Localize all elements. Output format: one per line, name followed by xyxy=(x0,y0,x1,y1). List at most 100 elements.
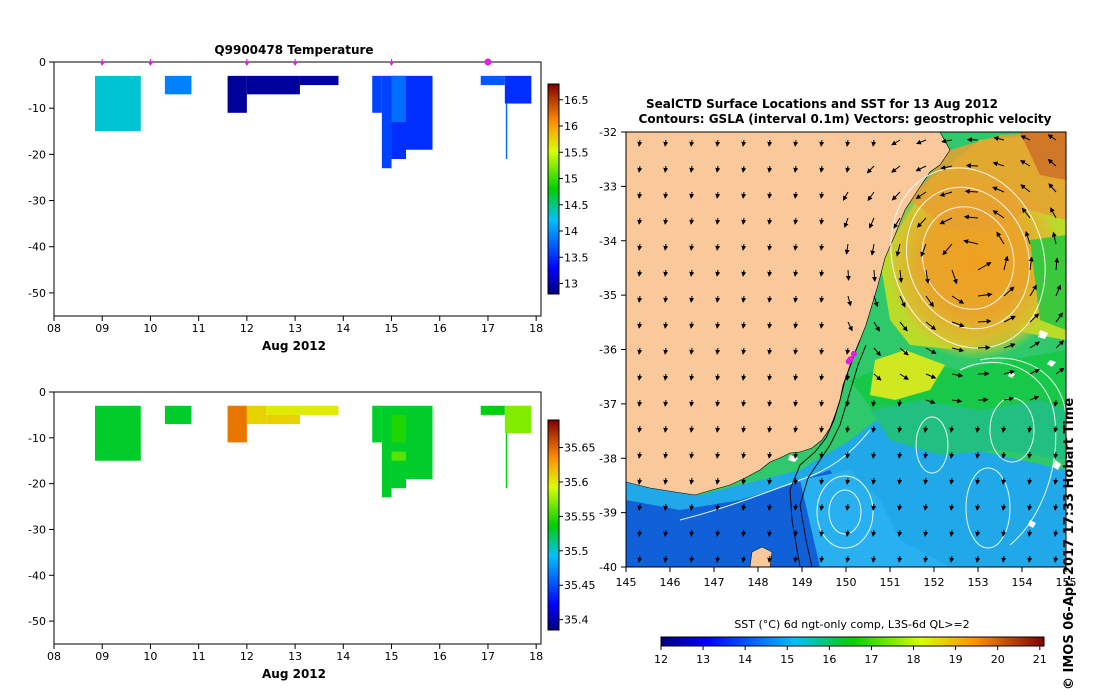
velocity-arrow xyxy=(845,451,851,459)
temperature-colorbar xyxy=(547,83,560,295)
map-y-tick-label: -39 xyxy=(599,507,617,520)
velocity-arrow xyxy=(915,139,927,145)
velocity-arrow xyxy=(689,165,695,173)
velocity-arrow xyxy=(663,321,669,329)
profile-cell xyxy=(505,103,508,159)
velocity-arrow xyxy=(715,347,721,355)
velocity-arrow xyxy=(1021,207,1031,219)
velocity-arrow xyxy=(663,399,669,407)
velocity-arrow xyxy=(1024,231,1031,245)
velocity-arrow xyxy=(663,477,669,485)
velocity-arrow xyxy=(819,269,825,277)
velocity-arrow xyxy=(1029,313,1040,323)
profile-cell xyxy=(299,75,339,86)
velocity-arrow xyxy=(715,217,721,225)
x-tick-label: 14 xyxy=(336,322,350,335)
velocity-arrow xyxy=(715,451,721,459)
velocity-arrow xyxy=(767,347,773,355)
y-tick-label: 0 xyxy=(39,56,46,69)
map-y-tick-label: -34 xyxy=(599,235,617,248)
velocity-arrow xyxy=(949,555,955,563)
velocity-arrow xyxy=(993,136,1005,141)
profile-cell xyxy=(405,405,433,480)
velocity-arrow xyxy=(689,295,695,303)
x-tick-label: 13 xyxy=(288,322,302,335)
velocity-arrow xyxy=(741,321,747,329)
velocity-arrow xyxy=(741,295,747,303)
velocity-arrow xyxy=(975,555,981,563)
y-tick-label: -20 xyxy=(28,148,46,161)
velocity-arrow xyxy=(637,347,643,355)
velocity-arrow xyxy=(1027,477,1033,485)
temperature-title: Q9900478 Temperature xyxy=(214,43,373,57)
velocity-arrow xyxy=(925,373,937,379)
profile-cell xyxy=(94,75,141,132)
velocity-arrow xyxy=(897,399,903,407)
profile-cell xyxy=(372,75,382,113)
velocity-arrow xyxy=(715,269,721,277)
velocity-arrow xyxy=(663,165,669,173)
profile-cell xyxy=(266,405,339,415)
velocity-arrow xyxy=(689,399,695,407)
map-y-tick-label: -40 xyxy=(599,561,617,574)
map-x-tick-label: 150 xyxy=(836,576,857,589)
salinity-panel: 08 09 10 11 12 13 14 15 16 17 18 0-10-20-30-40-50 … xyxy=(28,386,595,681)
velocity-arrow xyxy=(793,373,799,381)
velocity-arrow xyxy=(923,425,929,433)
profile-cell xyxy=(480,405,505,415)
velocity-arrow xyxy=(975,503,981,511)
velocity-arrow xyxy=(819,477,825,485)
velocity-arrow xyxy=(767,217,773,225)
colorbar-tick-label: 16.5 xyxy=(564,94,589,107)
profile-marker-head xyxy=(147,62,153,66)
velocity-arrow xyxy=(637,139,643,147)
salinity-colorbar-ticks: 35.65 35.6 35.55 35.5 35.45 35.4 xyxy=(559,442,596,627)
velocity-arrow xyxy=(793,477,799,485)
map-x-tick-label: 151 xyxy=(880,576,901,589)
velocity-arrow xyxy=(767,451,773,459)
velocity-arrow xyxy=(767,191,773,199)
x-tick-label: 11 xyxy=(192,650,206,663)
velocity-arrow xyxy=(819,373,825,381)
velocity-arrow xyxy=(767,529,773,537)
velocity-arrow xyxy=(793,451,799,459)
velocity-arrow xyxy=(637,555,643,563)
velocity-arrow xyxy=(689,191,695,199)
profile-cell xyxy=(480,75,505,86)
sst-colorbar-tick-label: 12 xyxy=(654,653,668,666)
velocity-arrow xyxy=(949,451,955,459)
y-tick-label: -50 xyxy=(28,287,46,300)
colorbar-tick-label: 14 xyxy=(564,225,578,238)
velocity-arrow xyxy=(741,139,747,147)
velocity-arrow xyxy=(767,399,773,407)
profile-marker-head xyxy=(292,62,298,66)
velocity-arrow xyxy=(992,186,1005,193)
velocity-arrow xyxy=(715,139,721,147)
sst-colorbar-label: SST (°C) 6d ngt-only comp, L3S-6d QL>=2 xyxy=(734,618,969,631)
velocity-arrow xyxy=(1055,312,1063,323)
x-tick-label: 12 xyxy=(240,650,254,663)
velocity-arrow xyxy=(916,217,927,228)
velocity-arrow xyxy=(870,243,876,256)
profile-cell xyxy=(505,433,508,489)
colorbar-tick-label: 35.65 xyxy=(564,442,596,455)
y-tick-label: -50 xyxy=(28,615,46,628)
map-x-tick-label: 149 xyxy=(792,576,813,589)
velocity-arrow xyxy=(949,477,955,485)
velocity-arrow xyxy=(741,373,747,381)
velocity-arrow xyxy=(977,345,991,351)
velocity-arrow xyxy=(637,503,643,511)
velocity-arrow xyxy=(689,269,695,277)
profile-cell xyxy=(391,414,406,443)
temperature-cells xyxy=(94,75,532,169)
velocity-arrow xyxy=(1001,451,1007,459)
map-title: SealCTD Surface Locations and SST for 13… xyxy=(646,97,998,111)
velocity-arrow xyxy=(741,503,747,511)
velocity-arrow xyxy=(663,425,669,433)
velocity-arrow xyxy=(844,243,850,255)
velocity-arrow xyxy=(819,191,825,199)
map-x-tick-label: 147 xyxy=(704,576,725,589)
x-tick-label: 11 xyxy=(192,322,206,335)
velocity-arrow xyxy=(793,347,799,355)
